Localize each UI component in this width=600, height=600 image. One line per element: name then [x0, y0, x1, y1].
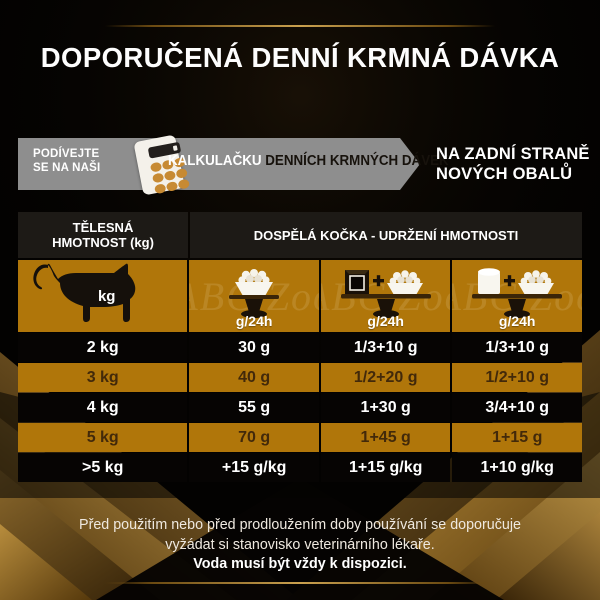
cell-pouch-icon: ABC Zoo [320, 260, 451, 332]
cell-cat-icon: kg [18, 260, 188, 332]
divider-top [105, 25, 495, 27]
unit-pouch-label: g/24h [367, 313, 404, 329]
table-row: 5 kg 70 g 1+45 g 1+15 g [18, 423, 582, 452]
page-title: DOPORUČENÁ DENNÍ KRMNÁ DÁVKA [40, 42, 560, 73]
table-row: 2 kg 30 g 1/3+10 g 1/3+10 g [18, 333, 582, 362]
cell-pouch-amount: 1+45 g [320, 423, 451, 452]
footer-line-3: Voda musí být vždy k dispozici. [193, 556, 407, 572]
cell-dry-amount: 30 g [189, 333, 319, 362]
header-body-weight: TĚLESNÁ HMOTNOST (kg) [18, 212, 188, 258]
table-row: 3 kg 40 g 1/2+20 g 1/2+10 g [18, 363, 582, 392]
cell-can-amount: 1+15 g [452, 423, 582, 452]
footer-line-1: Před použitím nebo před prodloužením dob… [79, 517, 521, 533]
banner-left-line1: PODÍVEJTE [33, 148, 100, 160]
can-plus-kibble-icon [472, 268, 563, 318]
pouch-plus-kibble-icon [340, 270, 431, 318]
banner-left-line2: SE NA NAŠI [33, 161, 101, 174]
dry-food-bowl-icon [229, 269, 280, 318]
cell-body-weight: 5 kg [18, 423, 188, 452]
banner-rest-words: DENNÍCH KRMNÝCH DÁVEK [265, 152, 449, 169]
cell-pouch-amount: 1/2+20 g [320, 363, 451, 392]
cell-dry-amount: 70 g [189, 423, 319, 452]
cat-weight-unit-label: kg [97, 287, 116, 305]
unit-dry-label: g/24h [235, 313, 273, 329]
cell-can-icon: ABC Zoo [452, 260, 582, 332]
header-body-weight-line1: TĚLESNÁ [72, 220, 134, 235]
table-icon-row: kg ABC Zoo g/24h [18, 260, 582, 332]
banner-right-line1: NA ZADNÍ STRANĚ [436, 145, 590, 163]
footer-line-2: vyžádat si stanovisko veterinárního léka… [165, 536, 435, 553]
table-header-row: TĚLESNÁ HMOTNOST (kg) DOSPĚLÁ KOČKA - UD… [18, 212, 582, 258]
table-row: >5 kg +15 g/kg 1+15 g/kg 1+10 g/kg [18, 453, 582, 482]
cell-pouch-amount: 1/3+10 g [320, 333, 451, 362]
banner-left-text: PODÍVEJTE SE NA NAŠI [33, 148, 123, 175]
cell-body-weight: 2 kg [18, 333, 188, 362]
unit-can-label: g/24h [498, 313, 536, 329]
cell-can-amount: 3/4+10 g [452, 393, 582, 422]
calculator-banner[interactable]: PODÍVEJTE SE NA NAŠI KALKULAČKU DENNÍCH … [18, 134, 589, 196]
cat-silhouette-icon [33, 263, 136, 322]
cell-dry-food-icon: ABC Zoo g/24h [189, 260, 319, 332]
footer-disclaimer: Před použitím nebo před prodloužením dob… [30, 516, 570, 575]
banner-highlight-word: KALKULAČKU [168, 152, 262, 169]
divider-bottom [105, 582, 495, 584]
cell-can-amount: 1+10 g/kg [452, 453, 582, 482]
cell-body-weight: 4 kg [18, 393, 188, 422]
cell-pouch-amount: 1+30 g [320, 393, 451, 422]
cell-dry-amount: +15 g/kg [189, 453, 319, 482]
cell-pouch-amount: 1+15 g/kg [320, 453, 451, 482]
banner-right-line2: NOVÝCH OBALŮ [436, 165, 573, 183]
cell-dry-amount: 55 g [189, 393, 319, 422]
cell-can-amount: 1/3+10 g [452, 333, 582, 362]
header-adult-maintenance: DOSPĚLÁ KOČKA - UDRŽENÍ HMOTNOSTI [190, 212, 582, 258]
cell-body-weight: 3 kg [18, 363, 188, 392]
feeding-guide-table: TĚLESNÁ HMOTNOST (kg) DOSPĚLÁ KOČKA - UD… [18, 212, 582, 482]
cell-can-amount: 1/2+10 g [452, 363, 582, 392]
cell-body-weight: >5 kg [18, 453, 188, 482]
header-body-weight-line2: HMOTNOST (kg) [52, 235, 154, 250]
banner-main-text: KALKULAČKU DENNÍCH KRMNÝCH DÁVEK [168, 152, 449, 169]
cell-dry-amount: 40 g [189, 363, 319, 392]
banner-arrow-shape [18, 138, 420, 190]
banner-right-text: NA ZADNÍ STRANĚ NOVÝCH OBALŮ [436, 144, 600, 184]
table-row: 4 kg 55 g 1+30 g 3/4+10 g [18, 393, 582, 422]
